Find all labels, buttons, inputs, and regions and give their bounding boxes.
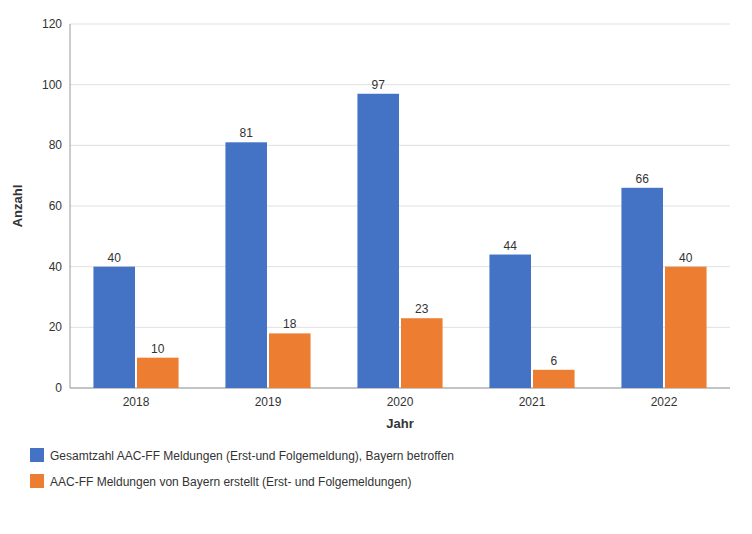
chart-container: 0 20 40 60 80 100 120 40 81 97 44 66 10 18 23 6 40 2018 20… (0, 0, 752, 534)
legend-label: Gesamtzahl AAC-FF Meldungen (Erst-und Fo… (50, 449, 454, 463)
data-label: 10 (151, 342, 165, 356)
grid-line (70, 145, 730, 146)
bar (533, 370, 575, 388)
x-tick-label: 2018 (123, 395, 150, 409)
y-axis-title: Anzahl (10, 185, 25, 228)
x-tick-label: 2022 (651, 395, 678, 409)
bar (225, 142, 267, 388)
data-label: 66 (636, 172, 650, 186)
y-tick-label: 20 (49, 320, 63, 334)
y-tick-label: 80 (49, 138, 63, 152)
bar (665, 267, 707, 388)
grid (70, 24, 730, 388)
grid-line (70, 24, 730, 25)
data-label: 6 (550, 354, 557, 368)
legend-label: AAC-FF Meldungen von Bayern erstellt (Er… (50, 475, 412, 489)
y-tick-label: 0 (55, 381, 62, 395)
legend: Gesamtzahl AAC-FF Meldungen (Erst-und Fo… (30, 448, 454, 489)
data-label: 44 (504, 239, 518, 253)
data-label: 23 (415, 302, 429, 316)
data-label: 97 (372, 78, 386, 92)
bar (357, 94, 399, 388)
y-tick-label: 60 (49, 199, 63, 213)
legend-swatch (30, 448, 44, 462)
bar (489, 255, 531, 388)
bars (93, 94, 706, 388)
data-labels: 40 81 97 44 66 10 18 23 6 40 (108, 78, 693, 368)
y-axis-line (70, 24, 71, 388)
chart-svg: 0 20 40 60 80 100 120 40 81 97 44 66 10 18 23 6 40 2018 20… (0, 0, 752, 534)
x-tick-label: 2019 (255, 395, 282, 409)
bar (401, 318, 443, 388)
x-axis-title: Jahr (386, 416, 413, 431)
y-tick-label: 40 (49, 260, 63, 274)
data-label: 40 (679, 251, 693, 265)
x-tick-label: 2020 (387, 395, 414, 409)
bar (93, 267, 135, 388)
data-label: 40 (108, 251, 122, 265)
bar (621, 188, 663, 388)
x-tick-label: 2021 (519, 395, 546, 409)
data-label: 18 (283, 317, 297, 331)
grid-line (70, 84, 730, 85)
bar (137, 358, 179, 388)
bar (269, 333, 311, 388)
legend-swatch (30, 474, 44, 488)
data-label: 81 (240, 126, 254, 140)
y-tick-label: 100 (42, 78, 62, 92)
y-tick-label: 120 (42, 17, 62, 31)
